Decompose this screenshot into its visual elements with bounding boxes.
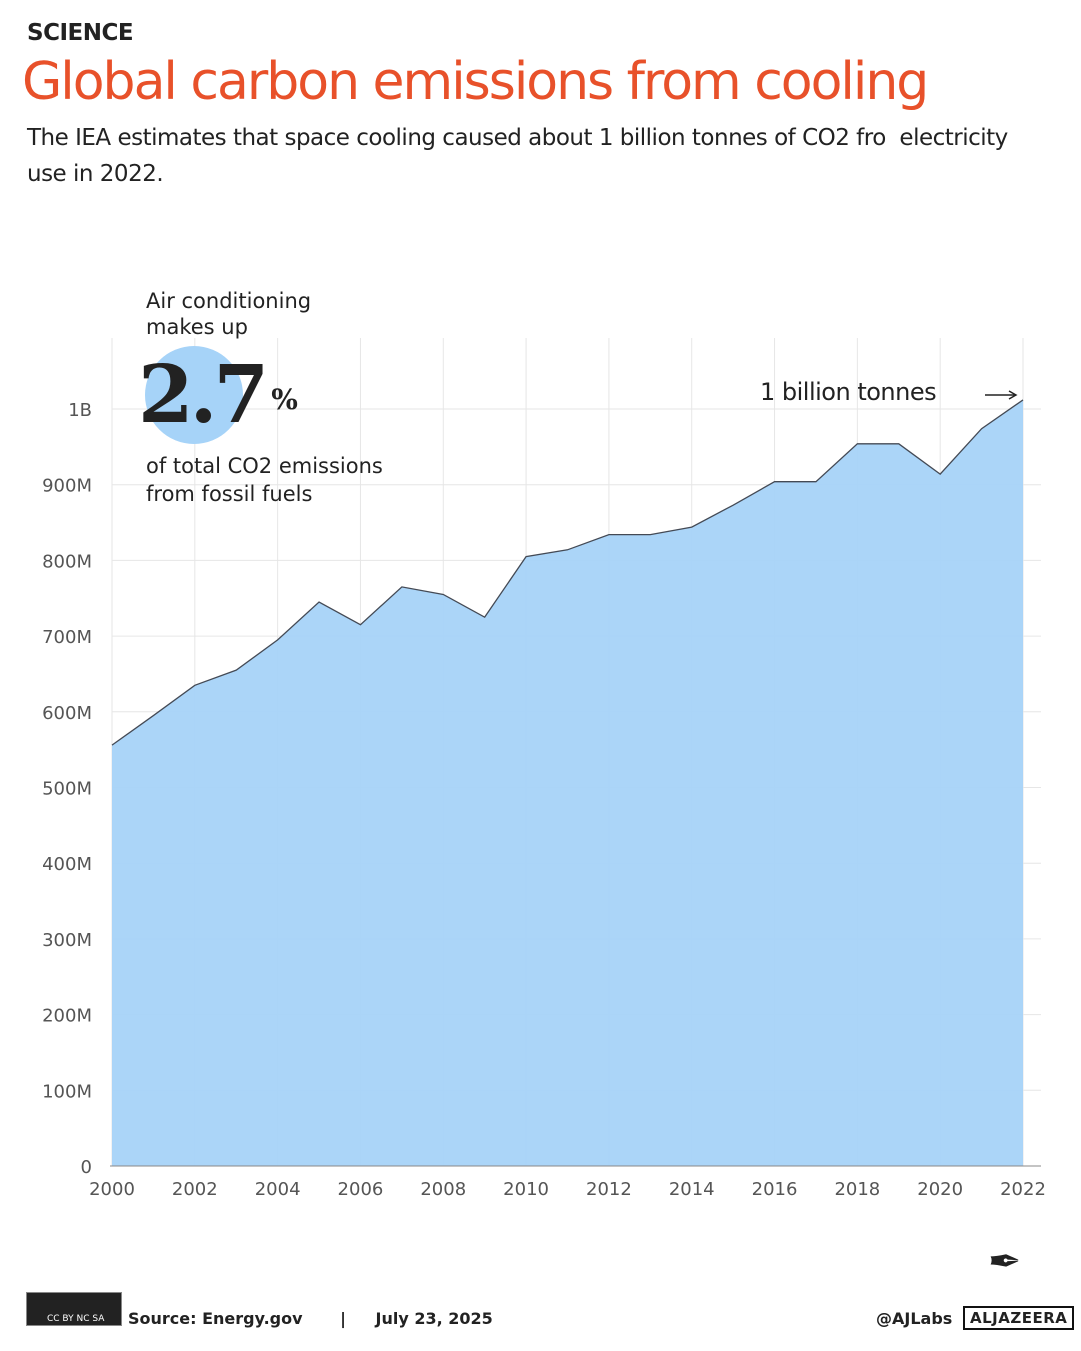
x-tick-label: 2014 xyxy=(669,1179,715,1200)
end-label: 1 billion tonnes xyxy=(760,378,937,406)
source: Source: Energy.gov xyxy=(128,1309,303,1328)
y-tick-label: 800M xyxy=(42,551,92,572)
separator: | xyxy=(340,1309,346,1328)
x-tick-label: 2022 xyxy=(1000,1179,1046,1200)
x-axis: 2000 2002 2004 2006 2008 2010 2012 2014 2016 2018… xyxy=(89,1165,1046,1200)
y-tick-label: 900M xyxy=(42,476,92,497)
y-tick-label: 600M xyxy=(42,703,92,724)
cc-license-badge: CC BY NC SA xyxy=(26,1292,122,1326)
callout-circle xyxy=(145,346,243,444)
brand-logo: ALJAZEERA xyxy=(963,1306,1075,1330)
y-tick-label: 300M xyxy=(42,930,92,951)
callout-top-text: Air conditioning makes up xyxy=(146,289,312,339)
y-tick-label: 100M xyxy=(42,1081,92,1102)
chart-subtitle: The IEA estimates that space cooling cau… xyxy=(27,125,1008,187)
handle: @AJLabs xyxy=(876,1309,953,1328)
y-tick-label: 0 xyxy=(81,1157,92,1178)
y-tick-label: 700M xyxy=(42,627,92,648)
x-tick-label: 2008 xyxy=(420,1179,466,1200)
callout-value-group: 2.7 % xyxy=(138,350,298,438)
callout-bottom-text: of total CO2 emissions from fossil fuels xyxy=(146,454,383,506)
x-tick-label: 2020 xyxy=(917,1179,963,1200)
x-tick-label: 2002 xyxy=(172,1179,218,1200)
license-text: CC BY NC SA xyxy=(47,1314,105,1324)
x-tick-label: 2000 xyxy=(89,1179,135,1200)
aljazeera-logo-icon: ✒ xyxy=(988,1239,1022,1285)
area-fill xyxy=(112,399,1023,1166)
area-series xyxy=(111,399,1024,1166)
arrow-head-icon xyxy=(1008,390,1018,400)
x-tick-label: 2004 xyxy=(255,1179,301,1200)
x-tick-label: 2010 xyxy=(503,1179,549,1200)
x-tick-label: 2018 xyxy=(834,1179,880,1200)
callout-big-value: 2.7 xyxy=(138,347,269,441)
area-line xyxy=(111,399,1024,746)
date: July 23, 2025 xyxy=(375,1309,493,1328)
y-axis: 0 100M 200M 300M 400M 500M 600M 700M 800M 900M 1B xyxy=(42,400,92,1178)
callout-unit: % xyxy=(271,383,298,416)
x-tick-label: 2006 xyxy=(338,1179,384,1200)
x-tick-label: 2016 xyxy=(752,1179,798,1200)
y-tick-label: 400M xyxy=(42,854,92,875)
y-tick-label: 200M xyxy=(42,1006,92,1027)
chart-title: Global carbon emissions from cooling xyxy=(22,52,929,112)
section-label: SCIENCE xyxy=(27,20,134,46)
footer: Source: Energy.gov | July 23, 2025 xyxy=(128,1309,501,1328)
y-tick-label: 500M xyxy=(42,779,92,800)
y-tick-label: 1B xyxy=(68,400,92,421)
x-tick-label: 2012 xyxy=(586,1179,632,1200)
